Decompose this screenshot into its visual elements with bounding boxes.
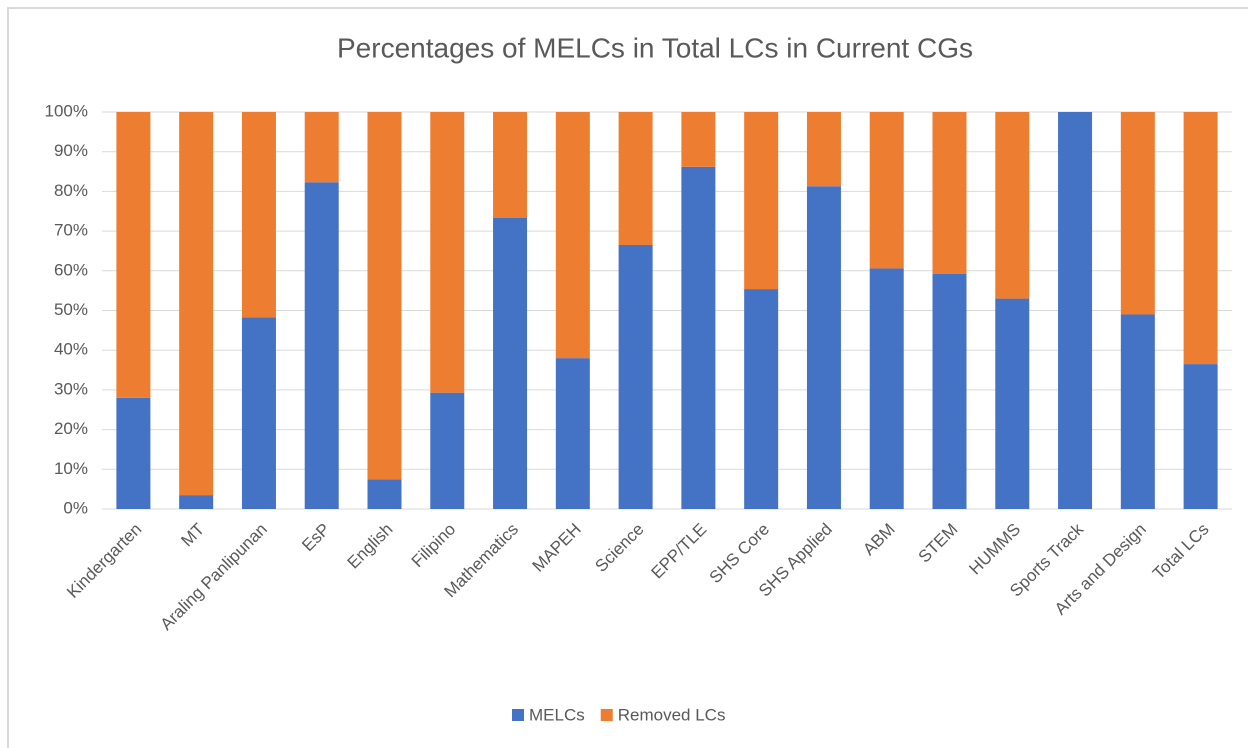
bar-segment xyxy=(430,112,465,393)
bar-segment xyxy=(1183,364,1218,509)
bar-segment xyxy=(1120,112,1155,315)
bar-segment xyxy=(493,112,528,218)
bar-segment xyxy=(116,397,151,509)
bar-segment xyxy=(304,182,339,510)
bar-segment xyxy=(1183,112,1218,365)
y-tick-label: 50% xyxy=(54,300,88,319)
y-tick-label: 70% xyxy=(54,221,88,240)
bar-segment xyxy=(179,495,214,509)
y-tick-label: 90% xyxy=(54,141,88,160)
bar-segment xyxy=(493,217,528,509)
bar-segment xyxy=(241,317,276,509)
y-tick-label: 80% xyxy=(54,181,88,200)
bar-segment xyxy=(869,112,904,269)
legend-swatch xyxy=(600,709,613,721)
bar-segment xyxy=(241,112,276,318)
y-tick-label: 20% xyxy=(54,419,88,438)
bar-segment xyxy=(116,112,151,398)
bar-segment xyxy=(932,273,967,509)
y-tick-label: 40% xyxy=(54,340,88,359)
bar-segment xyxy=(744,112,779,290)
legend-label: Removed LCs xyxy=(618,705,726,724)
y-tick-label: 10% xyxy=(54,459,88,478)
bar-segment xyxy=(304,112,339,183)
bar-segment xyxy=(618,244,653,509)
y-tick-label: 30% xyxy=(54,379,88,398)
bar-segment xyxy=(681,166,716,509)
bar-segment xyxy=(869,268,904,509)
bar-segment xyxy=(995,112,1030,299)
bar-segment xyxy=(995,298,1030,509)
y-tick-label: 0% xyxy=(63,498,88,517)
bar-segment xyxy=(555,112,590,359)
y-tick-label: 60% xyxy=(54,260,88,279)
bar-segment xyxy=(681,112,716,167)
bar-segment xyxy=(555,358,590,509)
chart-title: Percentages of MELCs in Total LCs in Cur… xyxy=(337,32,973,63)
y-tick-label: 100% xyxy=(45,101,88,120)
bar-segment xyxy=(932,112,967,274)
bar-segment xyxy=(744,289,779,509)
bar-segment xyxy=(1120,314,1155,509)
bar-segment xyxy=(1058,112,1093,509)
legend-swatch xyxy=(512,709,524,721)
bar-segment xyxy=(367,112,402,480)
bar-segment xyxy=(618,112,653,245)
bar-segment xyxy=(179,112,214,496)
bar-segment xyxy=(806,186,841,509)
bar-segment xyxy=(430,392,465,509)
bar-segment xyxy=(806,112,841,187)
legend-label: MELCs xyxy=(529,705,585,724)
bar-segment xyxy=(367,479,402,509)
